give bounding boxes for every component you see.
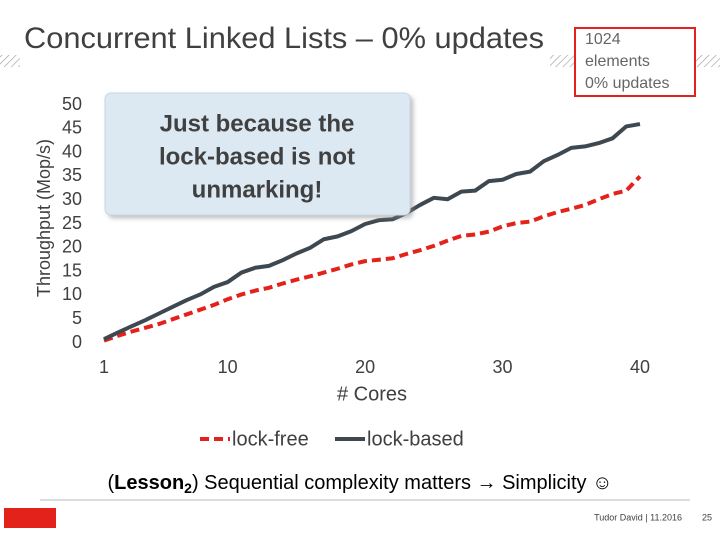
- footer-author: Tudor David | 11.2016: [594, 512, 682, 522]
- x-tick-label: 10: [218, 357, 238, 377]
- y-tick-label: 20: [62, 237, 82, 257]
- series-line: [103, 175, 642, 343]
- y-axis-label: Throughput (Mop/s): [34, 139, 54, 297]
- x-tick-label: 20: [355, 357, 375, 377]
- y-tick-label: 35: [62, 165, 82, 185]
- y-tick-label: 45: [62, 118, 82, 138]
- y-tick-label: 50: [62, 94, 82, 114]
- plot: 0 5 10 15 20 25 30 35 40 45 50 1 10 20 30 40 # Cores Thro…: [34, 94, 650, 451]
- lesson-open: (: [107, 472, 114, 494]
- config-text: 1024: [585, 31, 621, 48]
- page-number: 25: [702, 512, 712, 522]
- title-bg: [20, 20, 550, 68]
- x-tick-label: 40: [630, 357, 650, 377]
- x-tick-label: 1: [99, 357, 109, 377]
- lesson-sub: 2: [184, 480, 192, 496]
- callout-text: Just because the: [160, 110, 355, 137]
- legend-label: lock-free: [232, 428, 309, 450]
- y-tick-label: 30: [62, 189, 82, 209]
- lesson-rest: ) Sequential complexity matters → Simpli…: [192, 472, 613, 494]
- y-tick-label: 5: [72, 308, 82, 328]
- y-tick-label: 10: [62, 284, 82, 304]
- y-tick-label: 0: [72, 332, 82, 352]
- logo: [4, 508, 56, 528]
- callout-text: lock-based is not: [159, 143, 355, 170]
- lesson: (Lesson2) Sequential complexity matters …: [107, 472, 612, 495]
- y-tick-label: 40: [62, 141, 82, 161]
- slide-title: Concurrent Linked Lists – 0% updates: [24, 22, 544, 55]
- config-text: 0% updates: [585, 75, 670, 92]
- config-box: [574, 27, 696, 97]
- series-line: [103, 122, 641, 341]
- y-tick-label: 15: [62, 260, 82, 280]
- legend-label: lock-based: [367, 428, 464, 450]
- y-tick-label: 25: [62, 213, 82, 233]
- callout-box: [104, 92, 411, 216]
- x-tick-label: 30: [493, 357, 513, 377]
- config-text: elements: [585, 53, 650, 70]
- lesson-bold: Lesson: [114, 472, 184, 494]
- callout-text: unmarking!: [192, 176, 323, 203]
- x-axis-label: # Cores: [337, 383, 407, 405]
